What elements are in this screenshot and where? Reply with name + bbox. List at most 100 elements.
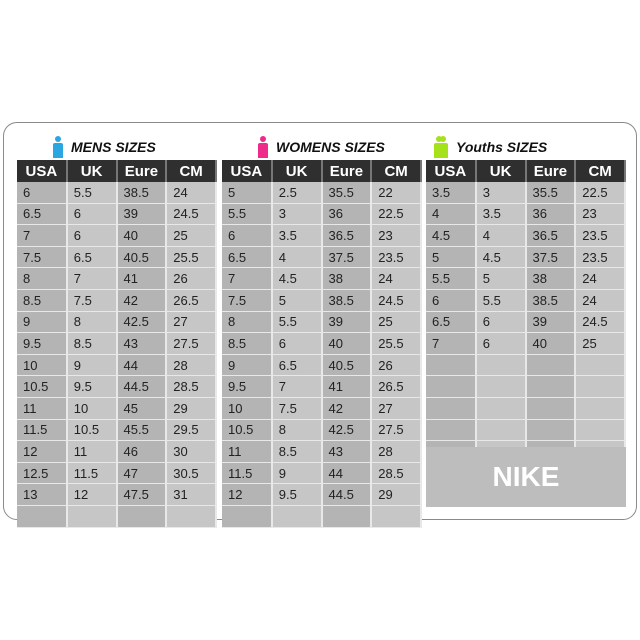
table-row: 3.5 3 35.5 22.5 [426, 182, 626, 204]
table-cell: 7.5 [17, 246, 68, 269]
table-cell: 3.5 [271, 224, 323, 247]
table-row: 11 8.5 43 28 [222, 440, 422, 463]
table-cell: 7.5 [66, 289, 118, 312]
table-row: 6 3.5 36.5 23 [222, 224, 422, 247]
table-cell: 26.5 [371, 375, 422, 398]
table-cell: 5.5 [475, 289, 527, 312]
table-cell: 38.5 [321, 289, 373, 312]
table-cell: 5 [222, 182, 273, 204]
table-cell: 28.5 [371, 462, 422, 485]
table-cell: 9 [222, 354, 273, 377]
table-cell: 3.5 [426, 182, 477, 204]
table-cell [525, 419, 577, 442]
table-cell: 12.5 [17, 462, 68, 485]
table-cell: 47 [116, 462, 168, 485]
table-cell: 8 [17, 267, 68, 290]
table-cell: 12 [17, 440, 68, 463]
table-row: 6.5 6 39 24.5 [17, 203, 217, 226]
table-cell: 6 [271, 332, 323, 355]
table-cell [17, 505, 68, 528]
table-cell: 24 [166, 182, 217, 204]
table-row: 5.5 3 36 22.5 [222, 203, 422, 226]
table-cell: 7.5 [222, 289, 273, 312]
table-cell [321, 505, 373, 528]
table-cell: 11 [17, 397, 68, 420]
table-cell: 42 [321, 397, 373, 420]
table-row: 9.5 7 41 26.5 [222, 375, 422, 398]
brand-logo: NIKE [426, 447, 626, 507]
table-cell [575, 375, 626, 398]
table-cell: 38 [525, 267, 577, 290]
table-cell: 5 [271, 289, 323, 312]
table-row: 7.5 5 38.5 24.5 [222, 289, 422, 312]
table-cell: 6 [17, 182, 68, 204]
column-header: Eure [525, 160, 577, 182]
table-cell: 6.5 [426, 311, 477, 334]
table-cell: 5 [426, 246, 477, 269]
man-icon [53, 136, 63, 158]
table-cell: 2.5 [271, 182, 323, 204]
table-cell: 10.5 [66, 419, 118, 442]
table-row: 5 4.5 37.5 23.5 [426, 246, 626, 269]
table-cell [525, 397, 577, 420]
table-cell: 24.5 [575, 311, 626, 334]
table-cell: 27 [166, 311, 217, 334]
table-row: 8.5 7.5 42 26.5 [17, 289, 217, 312]
table-cell: 46 [116, 440, 168, 463]
table-cell: 42.5 [116, 311, 168, 334]
table-cell [475, 419, 527, 442]
table-cell [66, 505, 118, 528]
table-cell: 41 [116, 267, 168, 290]
table-cell: 36 [525, 203, 577, 226]
table-cell: 40 [116, 224, 168, 247]
table-cell: 27.5 [166, 332, 217, 355]
table-cell: 7 [66, 267, 118, 290]
table-row: 4.5 4 36.5 23.5 [426, 224, 626, 247]
table-row: 4 3.5 36 23 [426, 203, 626, 226]
table-cell [475, 375, 527, 398]
column-header: USA [17, 160, 68, 182]
table-cell: 35.5 [525, 182, 577, 204]
table-cell: 30 [166, 440, 217, 463]
table-row: 10.5 9.5 44.5 28.5 [17, 375, 217, 398]
table-cell: 8.5 [66, 332, 118, 355]
table-row: 10 9 44 28 [17, 354, 217, 377]
column-header: UK [66, 160, 118, 182]
table-cell: 8.5 [271, 440, 323, 463]
table-cell: 45.5 [116, 419, 168, 442]
table-cell: 9.5 [222, 375, 273, 398]
table-cell: 11.5 [66, 462, 118, 485]
table-cell: 28 [371, 440, 422, 463]
column-header: CM [371, 160, 422, 182]
table-cell [475, 397, 527, 420]
table-row: 12 11 46 30 [17, 440, 217, 463]
table-row: 9 6.5 40.5 26 [222, 354, 422, 377]
table-cell: 29 [371, 483, 422, 506]
table-cell: 10 [66, 397, 118, 420]
table-cell: 27.5 [371, 419, 422, 442]
table-cell: 9 [66, 354, 118, 377]
table-cell: 6.5 [222, 246, 273, 269]
table-cell: 11 [66, 440, 118, 463]
table-cell: 36 [321, 203, 373, 226]
table-cell: 23.5 [575, 224, 626, 247]
table-cell: 41 [321, 375, 373, 398]
table-cell: 22.5 [371, 203, 422, 226]
table-row: 6 5.5 38.5 24 [426, 289, 626, 312]
table-row: 8 5.5 39 25 [222, 311, 422, 334]
column-header: UK [271, 160, 323, 182]
table-row: 13 12 47.5 31 [17, 483, 217, 506]
youth-icon [434, 136, 448, 158]
table-cell: 25.5 [166, 246, 217, 269]
table-cell: 24 [371, 267, 422, 290]
table-cell: 7.5 [271, 397, 323, 420]
table-row: 5.5 5 38 24 [426, 267, 626, 290]
column-header: Eure [321, 160, 373, 182]
table-row: 7 6 40 25 [426, 332, 626, 355]
table-cell: 38 [321, 267, 373, 290]
table-cell: 28.5 [166, 375, 217, 398]
table-cell: 6.5 [271, 354, 323, 377]
table-row [426, 419, 626, 442]
table-row: 9.5 8.5 43 27.5 [17, 332, 217, 355]
table-cell: 40 [321, 332, 373, 355]
